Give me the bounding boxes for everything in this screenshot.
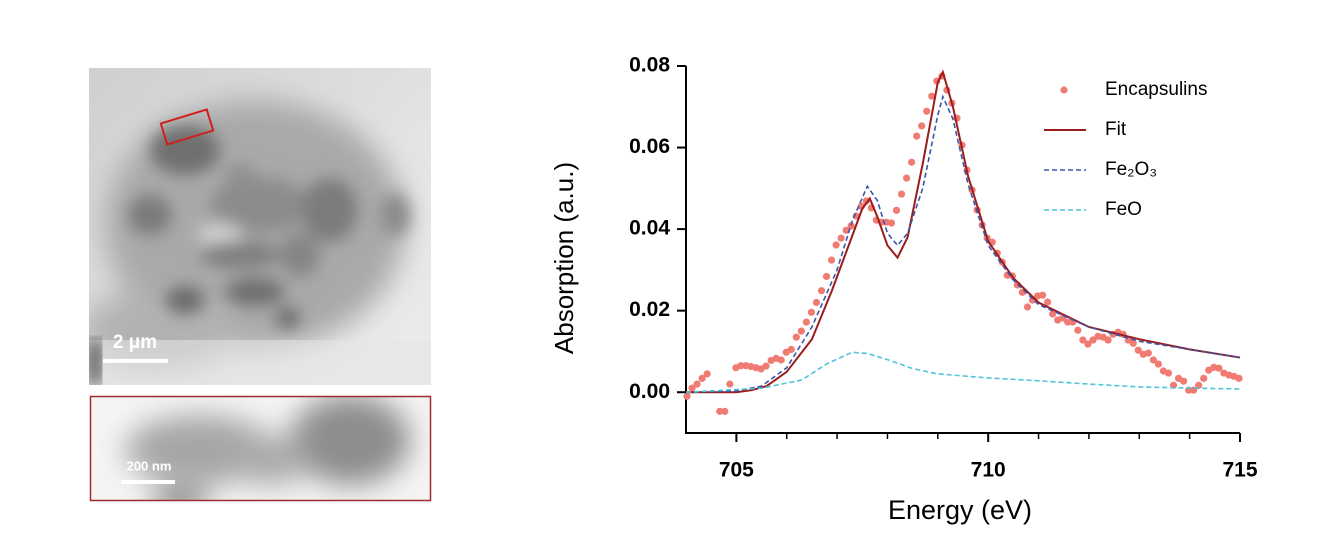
- data-point: [688, 384, 696, 392]
- data-point: [777, 356, 785, 364]
- scale-label: 2 μm: [113, 332, 157, 353]
- data-point: [928, 92, 936, 100]
- data-point: [847, 222, 855, 230]
- data-point: [792, 333, 800, 341]
- roi-box: [159, 108, 215, 146]
- x-axis-label: Energy (eV): [888, 495, 1032, 525]
- data-point: [1089, 336, 1097, 344]
- data-point: [822, 272, 831, 281]
- y-tick-label: 0.02: [629, 298, 670, 321]
- data-point: [721, 407, 729, 415]
- x-tick-label: 715: [1222, 459, 1257, 482]
- data-point: [1079, 336, 1087, 344]
- data-point: [698, 374, 706, 382]
- data-point: [737, 362, 745, 370]
- data-point: [913, 132, 921, 140]
- data-point: [1164, 369, 1173, 377]
- data-point: [1023, 303, 1032, 311]
- data-point: [703, 370, 711, 378]
- legend-label: Fe₂O₃: [1105, 159, 1157, 180]
- inset-micrograph: [91, 397, 430, 500]
- data-point: [902, 174, 911, 182]
- data-point: [1235, 374, 1243, 382]
- series-line: [685, 94, 1241, 394]
- data-point: [726, 380, 734, 388]
- data-point: [1215, 364, 1223, 372]
- data-point: [1064, 318, 1072, 326]
- y-tick-label: 0.04: [629, 217, 670, 240]
- data-point: [797, 327, 805, 335]
- data-point: [1179, 377, 1188, 385]
- data-point: [1134, 346, 1142, 354]
- data-point: [693, 380, 701, 388]
- data-point: [918, 122, 926, 130]
- data-point: [1154, 360, 1163, 368]
- data-point: [817, 287, 826, 295]
- data-point: [1149, 356, 1157, 364]
- data-point: [812, 298, 821, 307]
- data-point: [887, 219, 896, 227]
- data-point: [1049, 310, 1057, 318]
- data-point: [787, 345, 795, 354]
- data-point: [892, 206, 901, 214]
- y-tick-label: 0.08: [629, 54, 670, 77]
- x-tick-label: 710: [971, 459, 1006, 482]
- data-point: [1144, 349, 1152, 357]
- data-point: [683, 392, 691, 400]
- data-point: [716, 407, 724, 415]
- data-point: [908, 158, 916, 166]
- data-point: [1129, 339, 1137, 347]
- series-line: [685, 351, 1241, 394]
- x-tick-label: 705: [719, 459, 754, 482]
- legend-label: Fit: [1105, 119, 1127, 140]
- data-point: [1038, 291, 1047, 299]
- legend-marker: [1060, 86, 1068, 94]
- data-point: [1195, 381, 1203, 389]
- y-tick-label: 0.06: [629, 135, 670, 158]
- data-point: [802, 318, 810, 326]
- data-point: [827, 256, 836, 264]
- inset-frame: [89, 395, 432, 502]
- data-point: [1044, 298, 1052, 306]
- data-point: [862, 197, 870, 205]
- data-point: [1084, 340, 1092, 348]
- data-point: [923, 107, 931, 115]
- micrograph: [89, 68, 431, 385]
- series-line: [686, 69, 1241, 394]
- data-point: [897, 190, 906, 198]
- data-point: [1104, 336, 1112, 344]
- data-point: [762, 362, 770, 370]
- y-axis-label: Absorption (a.u.): [549, 162, 579, 354]
- legend-label: Encapsulins: [1105, 79, 1207, 100]
- y-tick-label: 0.00: [629, 380, 670, 403]
- legend-label: FeO: [1105, 199, 1142, 220]
- data-point: [832, 241, 840, 249]
- data-point: [1200, 374, 1208, 382]
- data-point: [1074, 326, 1082, 334]
- data-point: [837, 234, 845, 242]
- data-point: [807, 308, 816, 316]
- scale-label: 200 nm: [127, 458, 172, 473]
